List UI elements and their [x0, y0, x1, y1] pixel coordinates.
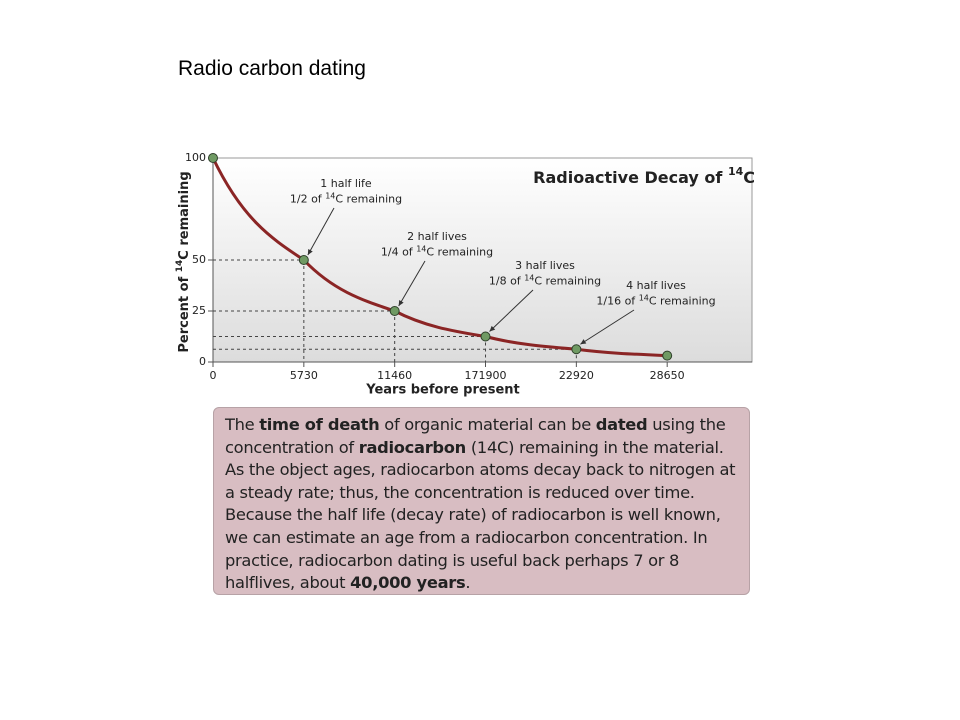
annotation-sup: 14 [416, 244, 426, 253]
x-axis-label: Years before present [365, 383, 520, 398]
data-point [389, 306, 400, 316]
data-point [480, 331, 491, 342]
data-point [571, 344, 582, 355]
annotation-part: 1/16 of [596, 295, 638, 308]
arrow-head [580, 339, 587, 345]
y-tick-label: 50 [192, 253, 206, 266]
x-tick-label: 11460 [377, 369, 412, 382]
annotation-text: 3 half lives [515, 259, 575, 272]
annotation-text: 1 half life [320, 177, 372, 190]
y-axis-label: Percent of 14C remaining [175, 171, 192, 352]
annotation-text: 1/8 of 14C remaining [489, 273, 601, 288]
annotation-text: 2 half lives [407, 230, 467, 243]
y-tick-label: 100 [185, 151, 206, 164]
annotation-part: C remaining [534, 275, 601, 288]
x-tick-label: 28650 [650, 369, 685, 382]
title-text: Radioactive Decay of [533, 168, 728, 187]
annotation-part: 1/4 of [381, 246, 416, 259]
x-tick-label: 5730 [290, 369, 318, 382]
note-text: of organic material can be [379, 415, 596, 434]
annotation-part: 1/2 of [290, 193, 325, 206]
annotation-sup: 14 [639, 293, 649, 302]
label-text: Percent of [177, 272, 192, 352]
note-text: . [465, 573, 471, 593]
note-box: The time of death of organic material ca… [213, 407, 750, 595]
annotation-text: 1/4 of 14C remaining [381, 244, 493, 259]
data-point [298, 255, 309, 265]
x-tick-label: 0 [210, 369, 217, 382]
annotation-text: 1/2 of 14C remaining [290, 191, 402, 206]
x-tick-label: 22920 [559, 369, 594, 382]
y-tick-label: 0 [199, 355, 206, 368]
annotation-part: C remaining [649, 295, 716, 308]
data-point [208, 153, 218, 163]
annotation-sup: 14 [524, 273, 534, 282]
title-text: C [743, 168, 755, 187]
note-bold-text: time of death [259, 415, 380, 434]
label-text: C remaining [177, 171, 192, 259]
annotation-arrow [398, 260, 426, 307]
note-text: The [225, 415, 260, 434]
slide-title: Radio carbon dating [178, 57, 366, 80]
label-sup: 14 [175, 260, 185, 273]
arrow-head [398, 300, 404, 306]
annotation-text: 1/16 of 14C remaining [596, 293, 715, 308]
annotation-text: 4 half lives [626, 279, 686, 292]
annotation-arrow [580, 309, 635, 345]
annotation-arrow [307, 207, 335, 256]
note-text: (14C) remaining in the material. As the … [225, 437, 736, 593]
annotation-part: C remaining [426, 246, 493, 259]
x-tick-label: 171900 [465, 369, 507, 382]
marks: 0 25 50 100 0 5730 11460 171900 22920 28650 1 half… [185, 151, 752, 382]
arrow-head [489, 325, 496, 332]
annotation-part: C remaining [335, 193, 402, 206]
chart-title: Radioactive Decay of 14C [533, 165, 755, 187]
note-bold-text: dated [595, 415, 648, 434]
note-bold-text: radiocarbon [358, 437, 467, 457]
arrow-head [307, 249, 313, 255]
note-text: using the concentration of [225, 415, 726, 457]
title-sup: 14 [728, 165, 744, 178]
data-point [662, 350, 673, 361]
annotation-sup: 14 [325, 191, 335, 200]
y-tick-label: 25 [192, 304, 206, 317]
annotation-arrow [489, 289, 534, 332]
annotation-part: 1/8 of [489, 275, 524, 288]
note-bold-text: 40,000 years [350, 573, 466, 593]
